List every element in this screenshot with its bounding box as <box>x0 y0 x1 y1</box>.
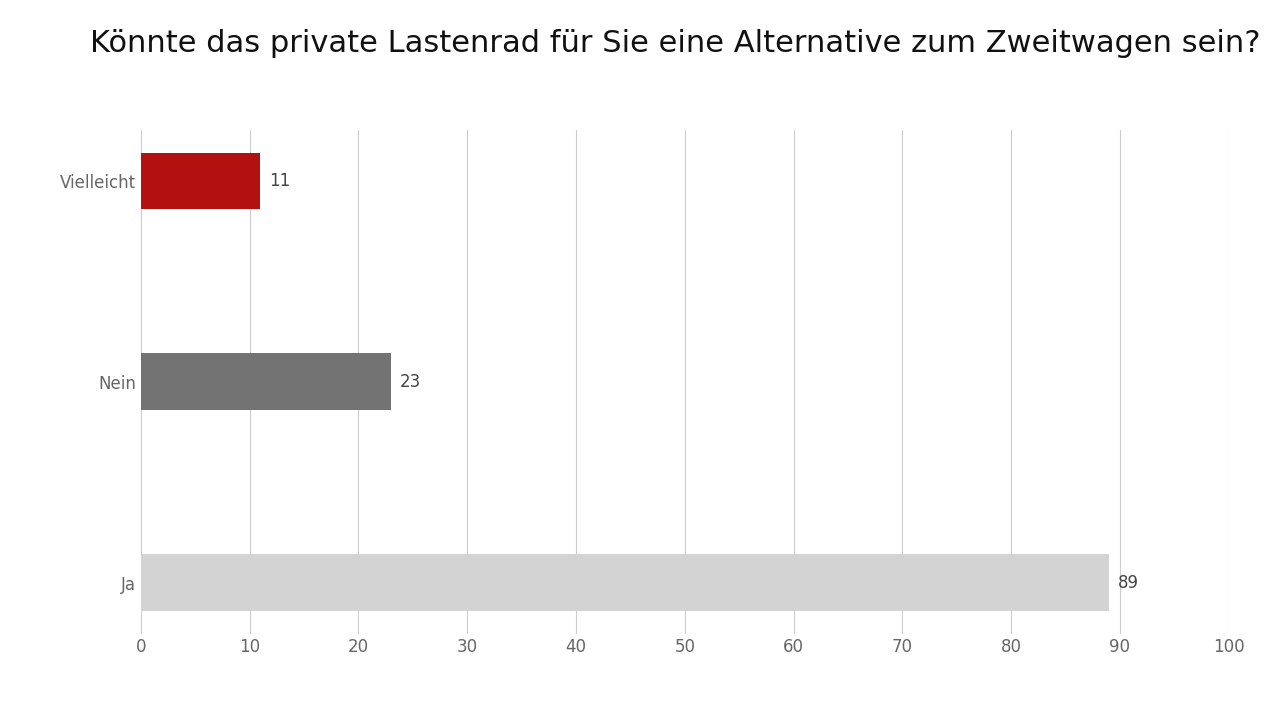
Bar <box>141 554 1110 611</box>
Text: Könnte das private Lastenrad für Sie eine Alternative zum Zweitwagen sein?: Könnte das private Lastenrad für Sie ein… <box>90 29 1260 58</box>
Text: 89: 89 <box>1117 574 1139 592</box>
Bar <box>141 153 261 209</box>
Text: 11: 11 <box>269 171 291 189</box>
Bar <box>141 354 392 410</box>
Text: 23: 23 <box>399 373 421 390</box>
